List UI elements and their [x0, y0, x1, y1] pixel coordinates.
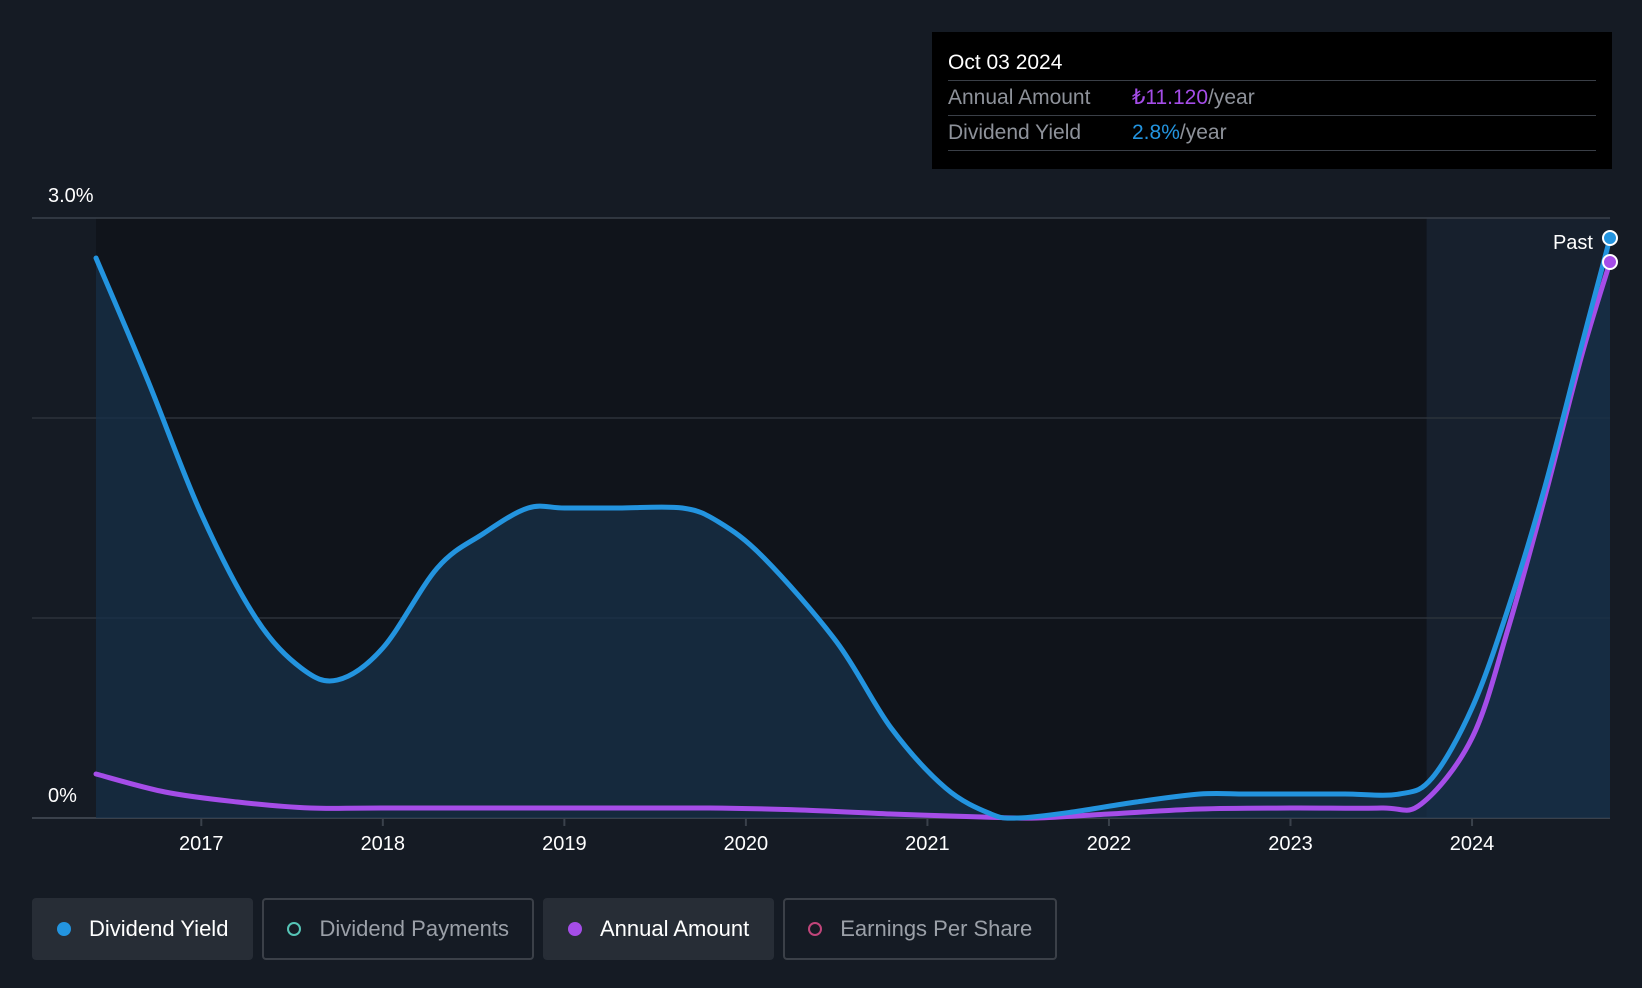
x-tick-label: 2021	[905, 833, 950, 855]
annual-amount-end-marker	[1602, 254, 1618, 270]
legend-label-dividend-yield: Dividend Yield	[89, 916, 229, 941]
past-label: Past	[1553, 232, 1593, 254]
dividend-yield-line	[93, 235, 1613, 821]
tooltip-annual-amount-value: ₺11.120	[1132, 86, 1209, 109]
legend-dot-dividend-yield	[57, 922, 71, 936]
x-tick-label: 2018	[361, 833, 406, 855]
legend-annual-amount[interactable]: Annual Amount	[542, 898, 775, 960]
legend-dividend-payments[interactable]: Dividend Payments	[262, 898, 534, 960]
x-tick-label: 2020	[724, 833, 769, 855]
y-axis-labels: 3.0% 0%	[48, 185, 94, 807]
dividend-yield-area	[96, 238, 1610, 819]
legend-dividend-yield[interactable]: Dividend Yield	[32, 898, 254, 960]
legend-label-annual-amount: Annual Amount	[599, 916, 750, 941]
dividend-yield-end-marker	[1602, 230, 1618, 246]
tooltip-dividend-yield-label: Dividend Yield	[948, 121, 1082, 144]
x-tick-label: 2017	[179, 833, 224, 855]
tooltip-dividend-yield-row: Dividend Yield 2.8% /year	[948, 115, 1596, 151]
tooltip-annual-amount-label: Annual Amount	[948, 86, 1091, 109]
legend-label-earnings-per-share: Earnings Per Share	[840, 916, 1033, 941]
legend-dot-annual-amount	[567, 922, 582, 936]
x-tick-label: 2019	[542, 833, 587, 855]
x-tick-label: 2022	[1087, 833, 1132, 855]
legend-dot-earnings-per-share	[808, 922, 823, 936]
y-tick-label: 3.0%	[48, 185, 94, 207]
tooltip-date: Oct 03 2024	[948, 51, 1063, 74]
tooltip-dividend-yield-value: 2.8%	[1132, 121, 1180, 144]
legend: Dividend Yield Dividend Payments Annual …	[32, 898, 1058, 960]
tooltip-annual-amount-row: Annual Amount ₺11.120 /year	[948, 80, 1596, 115]
legend-label-dividend-payments: Dividend Payments	[319, 916, 509, 941]
end-markers	[1602, 230, 1618, 270]
x-axis-labels: 2017 2018 2019 2020 2021 2022 2023 2024	[179, 818, 1494, 855]
x-tick-label: 2024	[1450, 833, 1495, 855]
legend-earnings-per-share[interactable]: Earnings Per Share	[783, 898, 1058, 960]
x-tick-label: 2023	[1268, 833, 1313, 855]
tooltip-dividend-yield-suffix: /year	[1179, 121, 1227, 144]
tooltip: Oct 03 2024 Annual Amount ₺11.120 /year …	[932, 32, 1612, 169]
legend-dot-dividend-payments	[287, 922, 302, 936]
tooltip-annual-amount-suffix: /year	[1208, 86, 1255, 109]
y-tick-label: 0%	[48, 785, 77, 807]
